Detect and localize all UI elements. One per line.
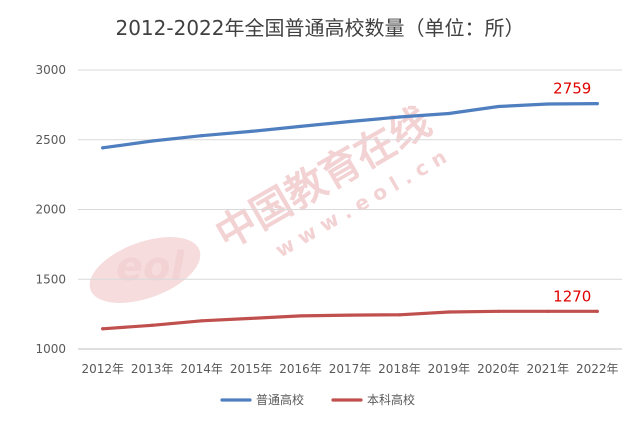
chart-legend: 普通高校 本科高校	[220, 392, 415, 407]
x-tick-label: 2016年	[279, 362, 322, 376]
data-point-1	[101, 327, 105, 331]
eol-logo: eol	[89, 237, 201, 303]
data-point-1	[447, 310, 451, 314]
data-point-1	[200, 319, 204, 323]
data-point-0	[397, 115, 402, 119]
x-tick-label: 2021年	[527, 362, 570, 376]
x-tick-label: 2018年	[378, 362, 421, 376]
gridlines	[78, 69, 622, 350]
data-point-0	[348, 119, 352, 124]
x-tick-label: 2019年	[428, 362, 471, 376]
legend-label-1: 本科高校	[367, 392, 415, 407]
y-tick-label-2000: 2000	[35, 203, 66, 217]
data-point-0	[101, 146, 105, 150]
y-tick-label-1500: 1500	[35, 272, 66, 286]
eol-logo-swoosh	[89, 237, 201, 303]
x-tick-label: 2012年	[81, 362, 124, 376]
watermark-text-group: 中国教育在线 w w w . e o l . c n	[208, 99, 451, 262]
x-tick-label: 2014年	[180, 362, 223, 376]
data-point-0	[496, 104, 500, 109]
x-tick-label: 2013年	[131, 362, 174, 376]
y-axis-ticks: 1000 1500 2000 2500 3000	[35, 63, 66, 356]
data-point-0	[249, 129, 253, 133]
data-point-0	[447, 111, 451, 116]
y-tick-label-2500: 2500	[35, 133, 66, 147]
data-label-1: 1270	[553, 287, 591, 305]
watermark: 中国教育在线 w w w . e o l . c n eol	[89, 99, 451, 303]
x-tick-label: 2022年	[576, 362, 619, 376]
chart-title: 2012-2022年全国普通高校数量（单位：所）	[115, 16, 525, 40]
data-point-1	[496, 309, 500, 313]
data-point-1	[397, 313, 402, 317]
x-tick-label: 2017年	[329, 362, 372, 376]
data-point-1	[595, 309, 599, 313]
data-point-1	[348, 313, 352, 317]
data-point-1	[150, 323, 154, 327]
x-tick-label: 2015年	[230, 362, 273, 376]
eol-logo-text: eol	[116, 244, 186, 290]
data-point-0	[546, 102, 550, 106]
x-axis-ticks: 2012年 2013年 2014年 2015年 2016年 2017年 2018年 2019年…	[81, 362, 618, 376]
data-point-1	[298, 314, 303, 318]
legend-label-0: 普通高校	[256, 392, 304, 407]
y-tick-label-1000: 1000	[35, 342, 66, 356]
data-point-1	[249, 316, 253, 321]
series-lines	[101, 101, 599, 331]
data-point-0	[595, 102, 599, 106]
data-point-0	[150, 139, 154, 143]
data-point-1	[546, 309, 550, 313]
data-point-0	[298, 124, 303, 128]
data-labels: 2759 1270	[553, 80, 591, 306]
data-point-0	[200, 134, 204, 138]
x-tick-label: 2020年	[477, 362, 520, 376]
data-label-0: 2759	[553, 80, 591, 98]
y-tick-label-3000: 3000	[35, 63, 66, 77]
